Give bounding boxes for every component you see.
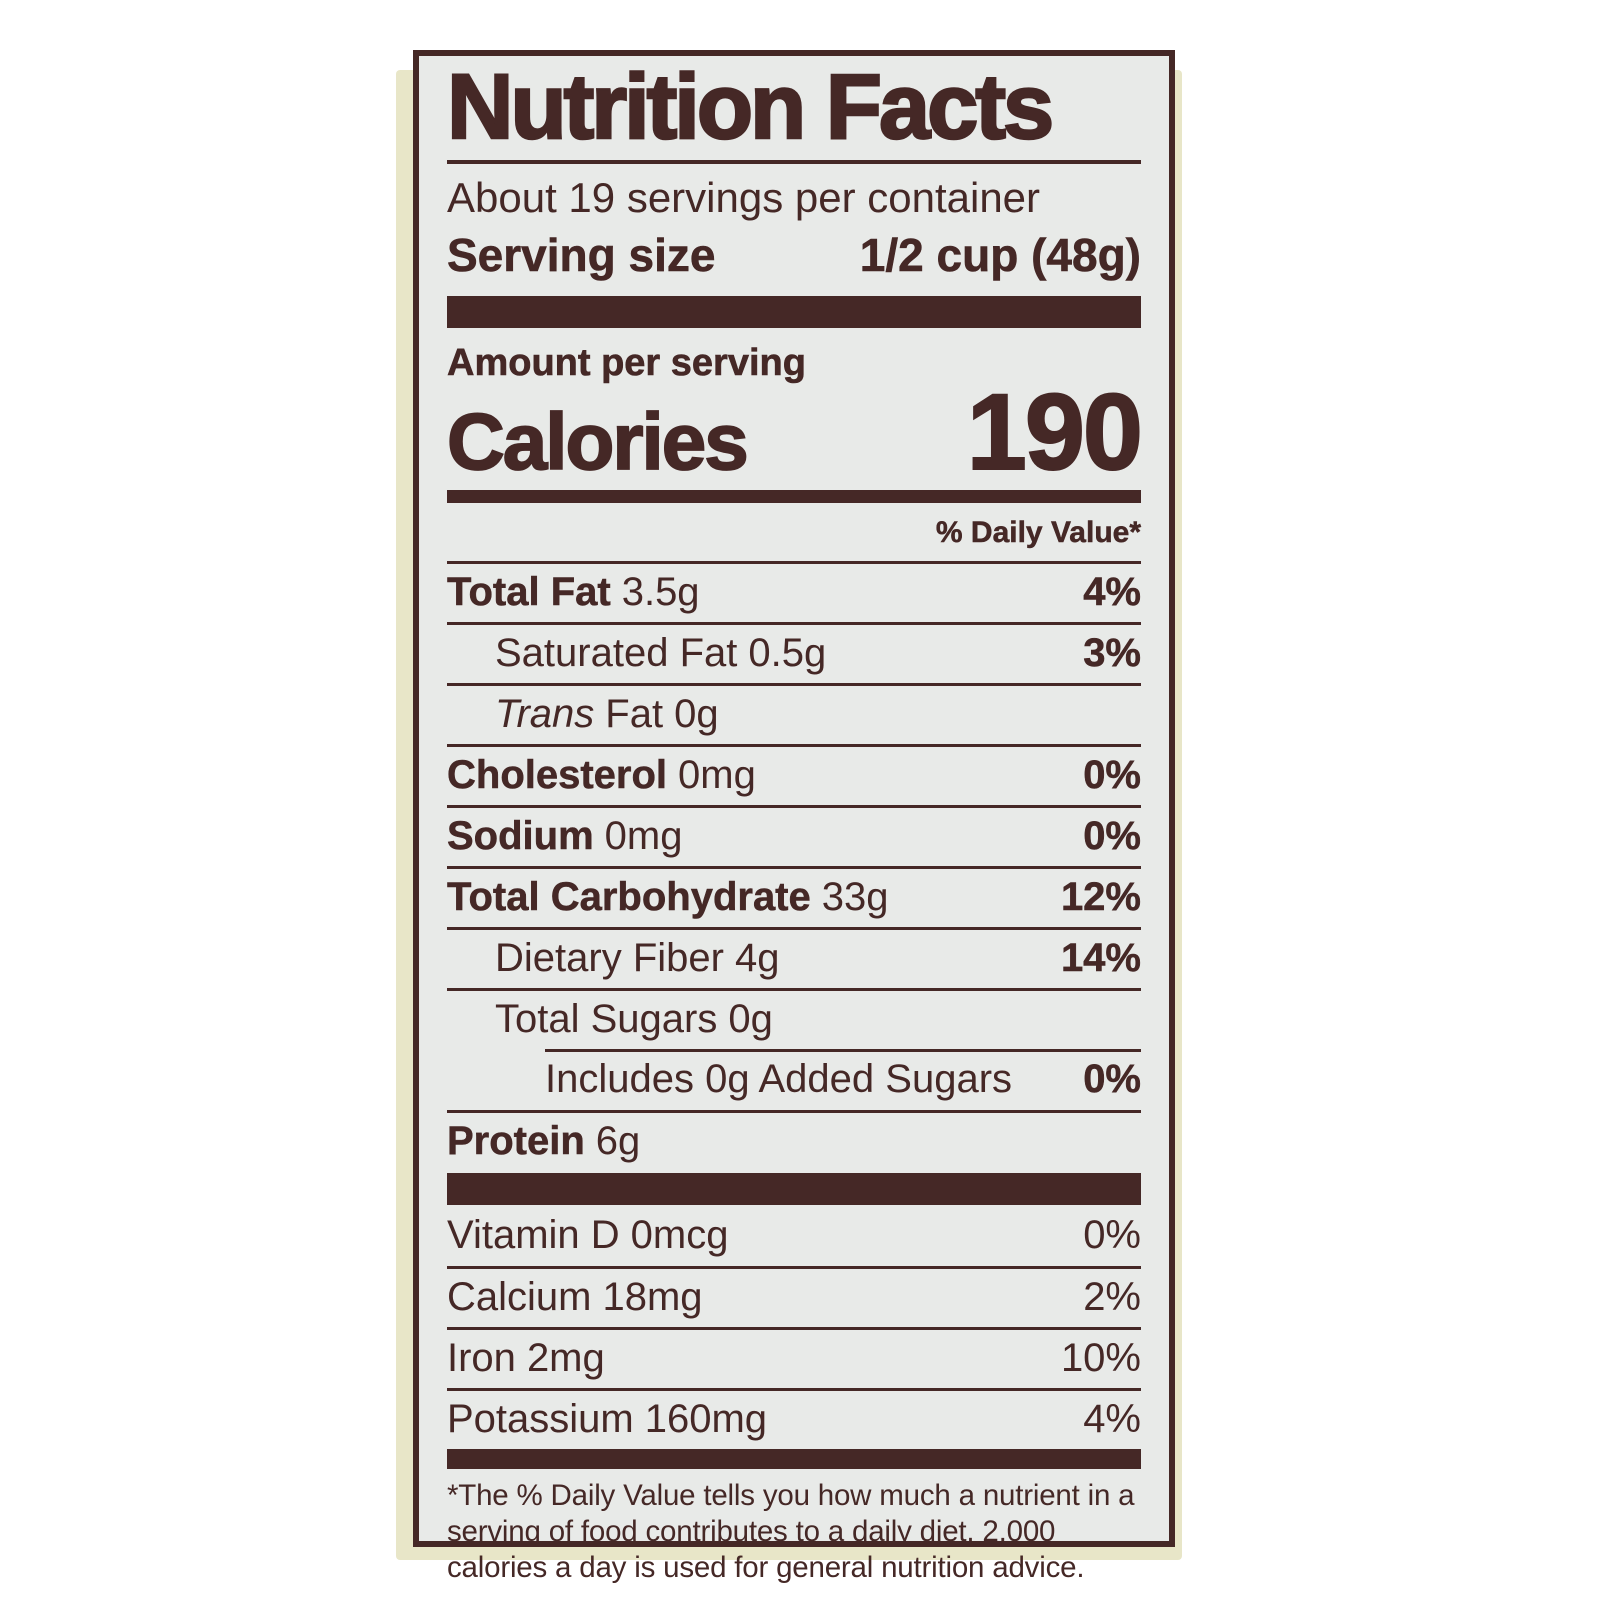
nutrient-name: Total Fat bbox=[447, 570, 611, 615]
nutrient-name: Total Sugars bbox=[495, 997, 718, 1042]
nutrient-row-cholesterol: Cholesterol 0mg 0% bbox=[447, 743, 1141, 805]
nutrient-name: Dietary Fiber bbox=[495, 936, 724, 981]
nutrient-row-total-carbohydrate: Total Carbohydrate 33g 12% bbox=[447, 865, 1142, 927]
vitamin-row-vitamin-d: Vitamin D 0mcg 0% bbox=[447, 1205, 1141, 1266]
nutrient-dv: 0% bbox=[1083, 753, 1141, 798]
amount-per-serving-label: Amount per serving bbox=[447, 342, 807, 385]
nutrient-amount: 0g bbox=[674, 692, 719, 737]
nutrient-row-dietary-fiber: Dietary Fiber 4g 14% bbox=[447, 926, 1142, 988]
nutrient-amount: 0mg bbox=[604, 814, 683, 859]
nutrient-amount: 3.5g bbox=[621, 570, 700, 615]
vitamin-row-iron: Iron 2mg 10% bbox=[447, 1326, 1141, 1388]
nutrient-name: Saturated Fat bbox=[495, 631, 738, 676]
serving-size-value: 1/2 cup (48g) bbox=[859, 229, 1141, 282]
nutrient-name-italic: Trans bbox=[495, 692, 595, 737]
nutrient-dv: 14% bbox=[1060, 936, 1142, 981]
nutrient-amount: 4g bbox=[734, 936, 780, 981]
nutrient-dv: 0% bbox=[1083, 814, 1141, 859]
nutrient-name: Protein bbox=[447, 1119, 585, 1164]
nutrient-row-protein: Protein 6g bbox=[447, 1109, 1141, 1171]
nutrient-amount: 6g bbox=[595, 1119, 641, 1164]
nutrition-facts-label: Nutrition Facts About 19 servings per co… bbox=[413, 50, 1175, 1584]
nutrient-amount: 33g bbox=[821, 875, 889, 920]
nutrient-row-trans-fat: Trans Fat 0g bbox=[447, 682, 1141, 744]
vitamin-name: Vitamin D bbox=[447, 1212, 620, 1257]
vitamin-name: Iron bbox=[447, 1336, 516, 1381]
footnote-divider-bar bbox=[447, 1448, 1141, 1469]
nutrient-amount: 0.5g bbox=[748, 631, 827, 676]
label-title: Nutrition Facts bbox=[446, 56, 1056, 158]
nutrient-name: Includes 0g Added Sugars bbox=[545, 1056, 1013, 1101]
vitamin-amount: 0mcg bbox=[630, 1212, 729, 1257]
nutrient-name: Fat bbox=[605, 692, 664, 737]
nutrient-row-total-sugars: Total Sugars 0g bbox=[447, 987, 1141, 1049]
vitamin-row-calcium: Calcium 18mg 2% bbox=[447, 1265, 1141, 1327]
nutrient-name: Sodium bbox=[447, 814, 594, 859]
daily-value-header: % Daily Value* bbox=[935, 515, 1142, 550]
vitamin-name: Calcium bbox=[447, 1275, 592, 1320]
vitamin-amount: 18mg bbox=[602, 1275, 703, 1320]
calories-row: Calories 190 bbox=[446, 371, 1144, 493]
vitamin-dv: 10% bbox=[1060, 1336, 1141, 1381]
nutrient-row-total-fat: Total Fat 3.5g 4% bbox=[447, 560, 1141, 622]
nutrient-name: Total Carbohydrate bbox=[447, 875, 811, 920]
title-divider bbox=[447, 159, 1141, 164]
nutrient-dv: 4% bbox=[1083, 570, 1141, 615]
calories-value: 190 bbox=[966, 371, 1144, 493]
vitamin-dv: 2% bbox=[1083, 1275, 1141, 1320]
nutrient-dv: 0% bbox=[1083, 1056, 1141, 1102]
nutrient-row-sodium: Sodium 0mg 0% bbox=[447, 804, 1141, 866]
vitamin-dv: 0% bbox=[1083, 1212, 1141, 1257]
vitamin-row-potassium: Potassium 160mg 4% bbox=[447, 1387, 1141, 1449]
serving-size-label: Serving size bbox=[447, 229, 716, 282]
vitamin-dv: 4% bbox=[1083, 1397, 1141, 1442]
vitamins-divider-bar bbox=[447, 1172, 1141, 1205]
calories-label: Calories bbox=[446, 396, 749, 486]
nutrient-amount: 0mg bbox=[678, 753, 756, 798]
vitamin-name: Potassium bbox=[447, 1397, 634, 1442]
vitamin-amount: 2mg bbox=[526, 1336, 605, 1381]
nutrient-name: Cholesterol bbox=[447, 753, 668, 798]
nutrient-row-added-sugars: Includes 0g Added Sugars 0% bbox=[447, 1048, 1141, 1110]
serving-size-row: Serving size 1/2 cup (48g) bbox=[447, 228, 1142, 282]
nutrient-dv: 12% bbox=[1060, 875, 1142, 920]
vitamin-amount: 160mg bbox=[644, 1397, 768, 1442]
daily-value-footnote: *The % Daily Value tells you how much a … bbox=[447, 1478, 1135, 1584]
calories-divider-bar bbox=[447, 489, 1141, 503]
nutrient-row-saturated-fat: Saturated Fat 0.5g 3% bbox=[447, 621, 1141, 683]
section-divider-bar bbox=[447, 296, 1141, 329]
nutrient-amount: 0g bbox=[728, 997, 773, 1042]
nutrient-dv: 3% bbox=[1083, 631, 1141, 676]
servings-per-container: About 19 servings per container bbox=[447, 173, 1041, 221]
